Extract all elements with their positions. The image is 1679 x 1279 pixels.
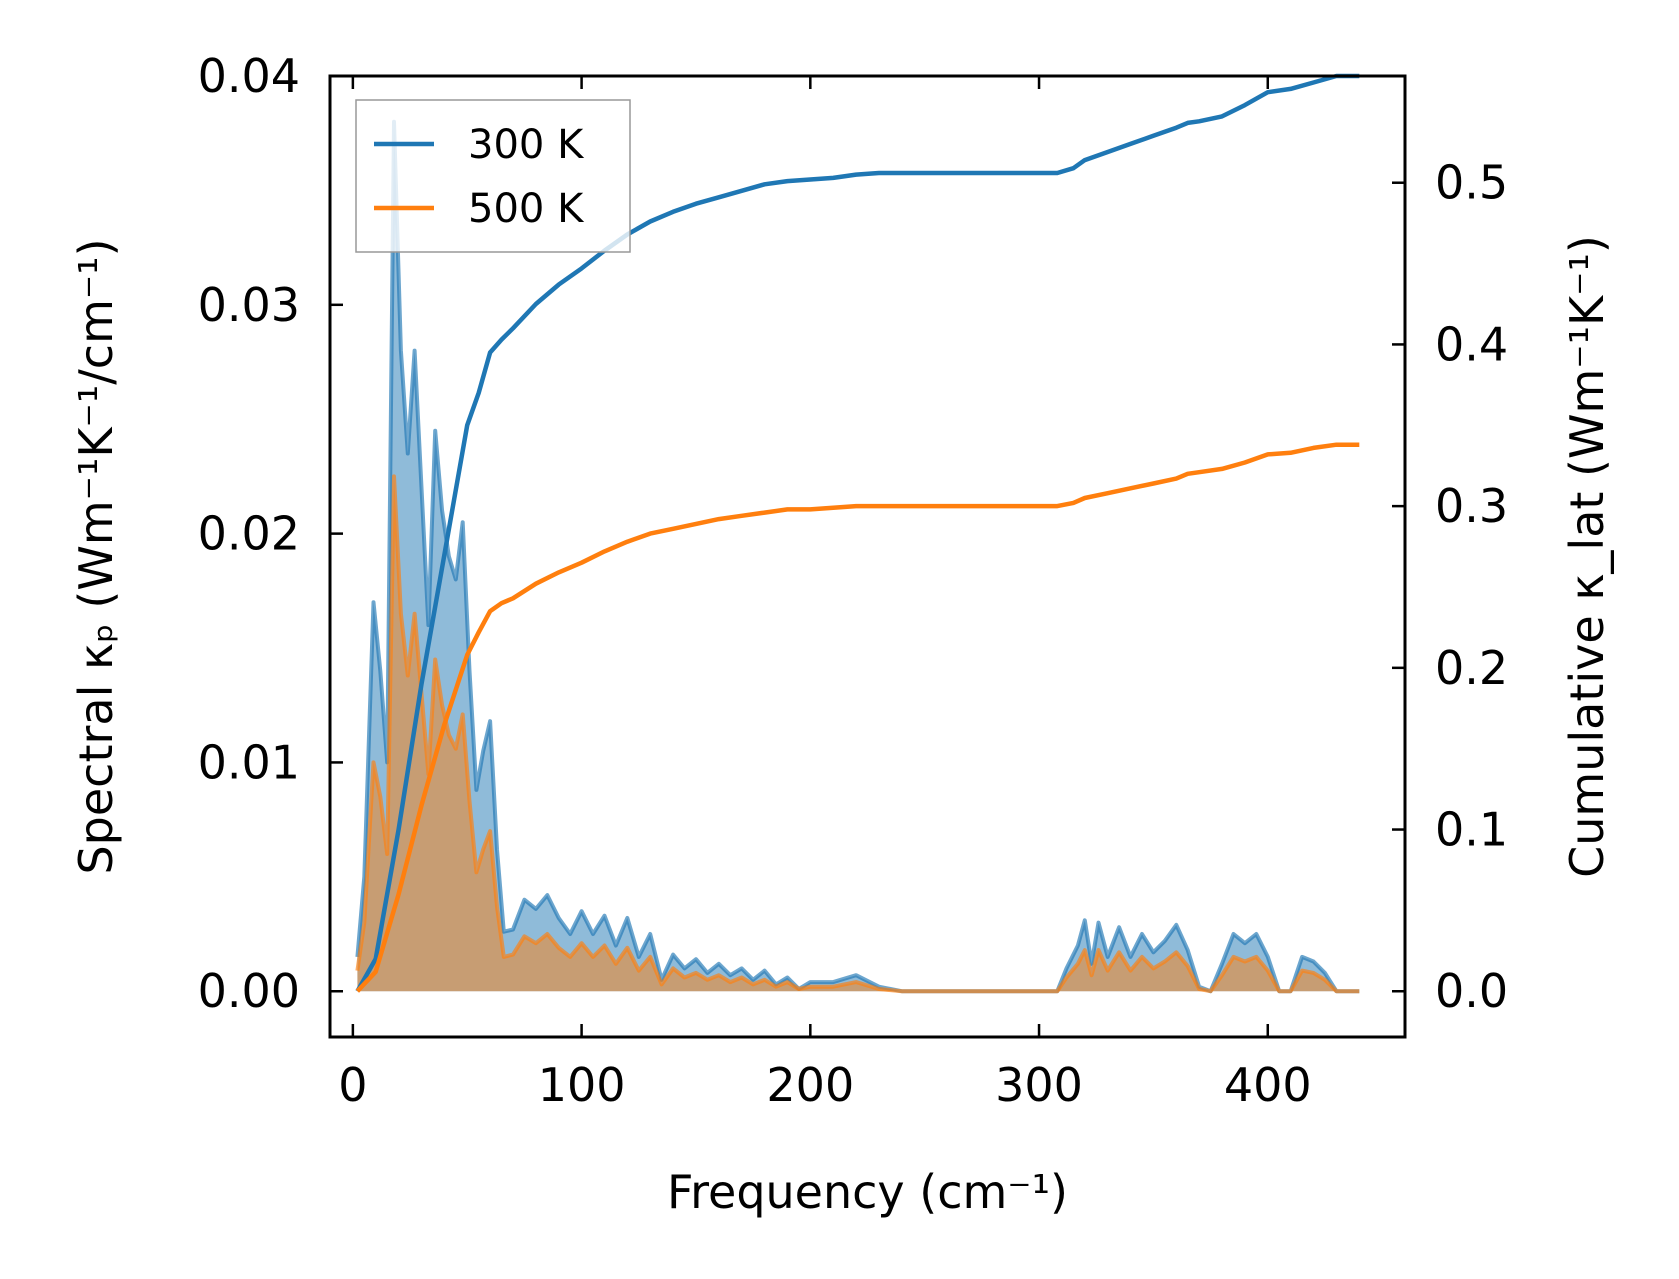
y-left-tick-label: 0.00	[198, 964, 300, 1018]
legend-label: 300 K	[468, 122, 585, 168]
y-axis-left-title: Spectral κₚ (Wm⁻¹K⁻¹/cm⁻¹)	[69, 238, 123, 874]
y-right-tick-label: 0.2	[1435, 641, 1508, 695]
x-tick-label: 0	[338, 1058, 367, 1112]
legend-label: 500 K	[468, 186, 585, 232]
y-right-tick-label: 0.1	[1435, 803, 1508, 857]
cumulative-line-300-k	[355, 73, 1360, 993]
spectral-area-500-k	[357, 476, 1360, 992]
plot-frame	[328, 74, 1407, 1039]
y-axis-right-title: Cumulative κ_lat (Wm⁻¹K⁻¹)	[1560, 235, 1614, 878]
y-left-tick-label: 0.03	[198, 278, 300, 332]
x-tick-label: 100	[538, 1058, 626, 1112]
series-lines	[355, 73, 1360, 993]
legend-box	[355, 99, 631, 253]
y-left-tick-label: 0.04	[198, 49, 300, 103]
spectral-fills	[355, 119, 1360, 994]
x-tick-label: 200	[766, 1058, 854, 1112]
y-right-tick-label: 0.4	[1435, 317, 1508, 371]
axis-titles: Frequency (cm⁻¹) Spectral κₚ (Wm⁻¹K⁻¹/cm…	[69, 235, 1614, 1219]
legend: 300 K 500 K	[355, 99, 631, 253]
y-left-tick-label: 0.02	[198, 507, 300, 561]
spectral-outline-500-k	[355, 474, 1360, 994]
x-tick-label: 400	[1224, 1058, 1312, 1112]
spectral-outline-300-k	[355, 119, 1360, 994]
x-axis-title: Frequency (cm⁻¹)	[667, 1165, 1068, 1219]
y-right-tick-label: 0.3	[1435, 479, 1508, 533]
y-left-tick-label: 0.01	[198, 735, 300, 789]
y-right-tick-label: 0.5	[1435, 156, 1508, 210]
cumulative-line-500-k	[355, 442, 1360, 993]
y-right-tick-label: 0.0	[1435, 964, 1508, 1018]
axes: 0 100 200 300 400 0.00 0.01 0.02 0.03 0.04 0.0 0.1 0…	[198, 49, 1509, 1112]
x-tick-label: 300	[995, 1058, 1083, 1112]
